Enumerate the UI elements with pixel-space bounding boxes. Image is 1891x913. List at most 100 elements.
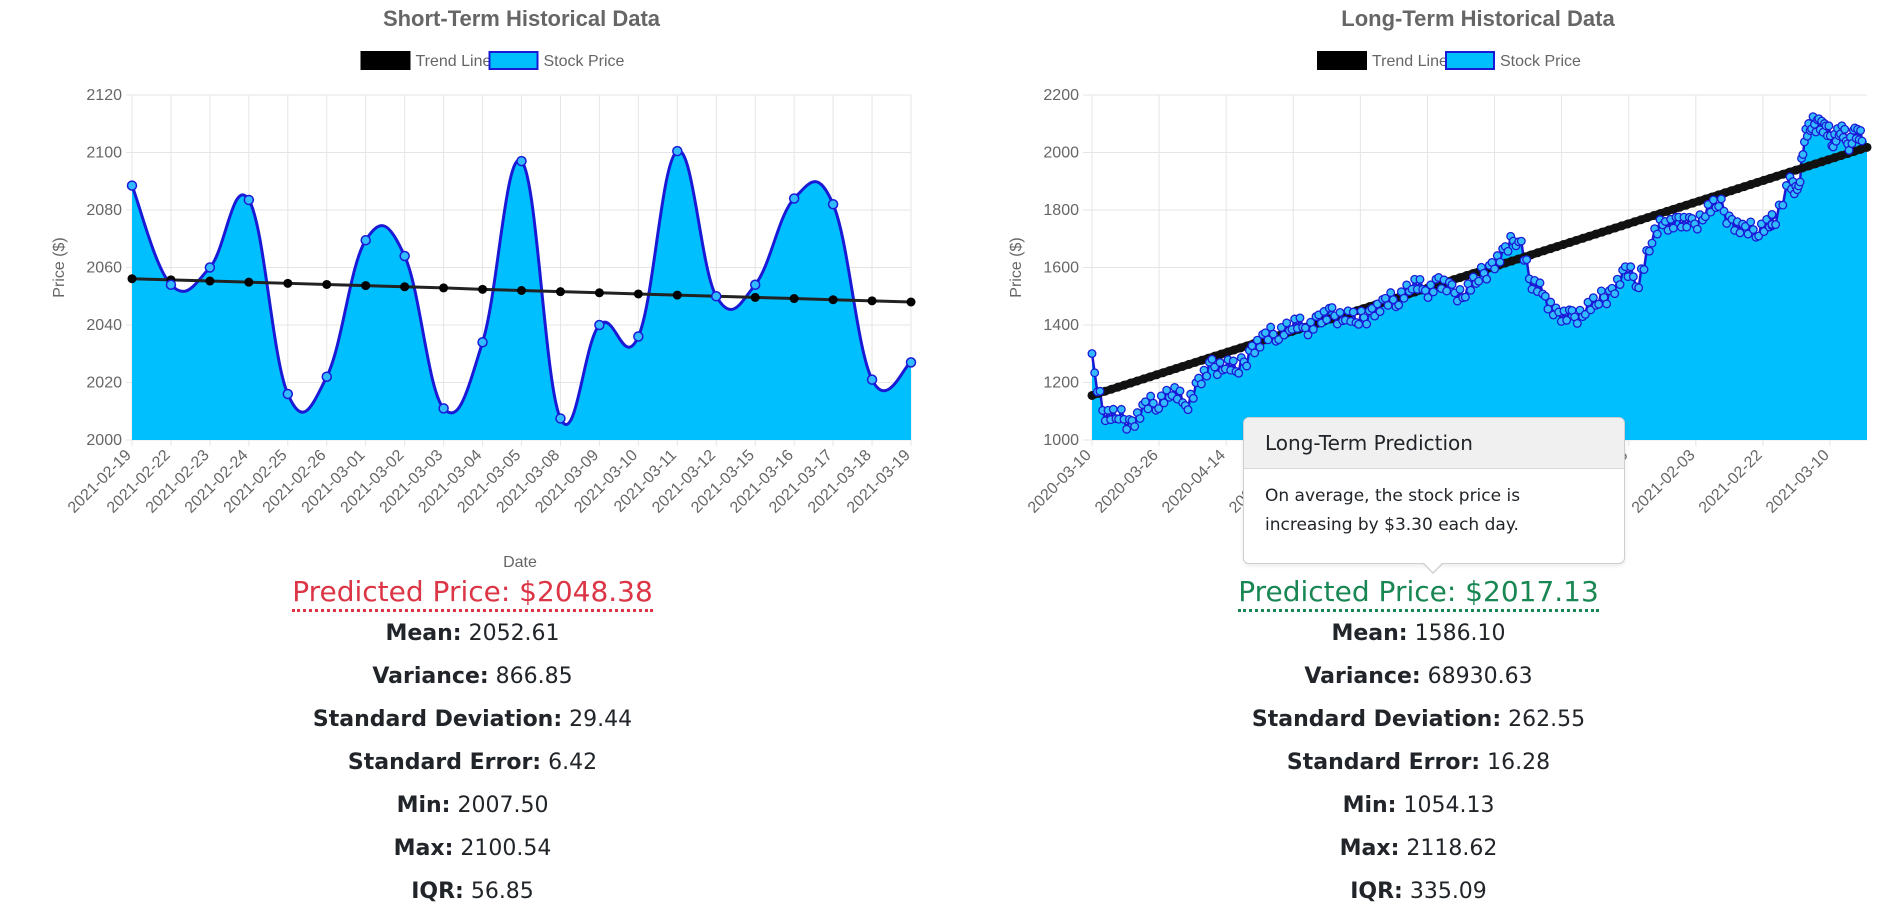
- long-price-point[interactable]: [1348, 307, 1358, 317]
- long-price-point[interactable]: [1746, 217, 1756, 227]
- short-price-point[interactable]: [243, 194, 255, 206]
- long-price-point[interactable]: [1250, 348, 1260, 358]
- short-trend-point[interactable]: [517, 286, 526, 295]
- long-price-point[interactable]: [1116, 404, 1126, 414]
- long-price-point[interactable]: [1423, 293, 1433, 303]
- short-trend-point[interactable]: [828, 295, 838, 305]
- long-price-point[interactable]: [1295, 313, 1305, 323]
- long-price-point[interactable]: [1455, 285, 1465, 294]
- long-price-point[interactable]: [1394, 300, 1404, 310]
- long-price-point[interactable]: [1771, 220, 1781, 229]
- short-trend-point[interactable]: [322, 279, 332, 289]
- long-price-point[interactable]: [1588, 293, 1598, 303]
- short-trend-point[interactable]: [867, 296, 877, 306]
- long-price-point[interactable]: [1795, 177, 1805, 187]
- short-price-point[interactable]: [516, 155, 527, 167]
- short-price-point[interactable]: [555, 413, 566, 424]
- long-price-point[interactable]: [1207, 354, 1217, 364]
- short-trend-point[interactable]: [361, 281, 371, 291]
- short-price-point[interactable]: [594, 319, 605, 331]
- long-price-point[interactable]: [1639, 265, 1649, 274]
- long-price-point[interactable]: [1602, 299, 1612, 309]
- long-price-point[interactable]: [1767, 209, 1777, 219]
- long-price-point[interactable]: [1154, 404, 1164, 413]
- long-price-point[interactable]: [1335, 308, 1345, 317]
- long-price-point[interactable]: [1188, 393, 1198, 403]
- long-price-point[interactable]: [1135, 414, 1145, 423]
- long-price-point[interactable]: [1460, 292, 1470, 302]
- long-price-point[interactable]: [1594, 299, 1604, 309]
- long-price-point[interactable]: [1255, 342, 1265, 352]
- long-price-point[interactable]: [1130, 422, 1140, 431]
- short-price-point[interactable]: [165, 279, 177, 290]
- short-price-point[interactable]: [204, 262, 216, 273]
- short-price-point[interactable]: [438, 403, 449, 414]
- long-price-point[interactable]: [1215, 358, 1225, 367]
- long-legend-price-label[interactable]: Stock Price: [1500, 53, 1581, 70]
- short-trend-point[interactable]: [555, 287, 565, 297]
- long-price-point[interactable]: [1778, 200, 1788, 210]
- long-price-point[interactable]: [1644, 246, 1654, 256]
- short-trend-point[interactable]: [906, 297, 916, 307]
- long-price-point[interactable]: [1322, 315, 1332, 325]
- short-price-point[interactable]: [749, 279, 761, 290]
- short-trend-point[interactable]: [633, 289, 643, 299]
- long-price-point[interactable]: [1628, 272, 1638, 282]
- long-price-point[interactable]: [1308, 324, 1318, 334]
- long-price-point[interactable]: [1572, 319, 1582, 328]
- long-price-point[interactable]: [1495, 257, 1505, 267]
- long-price-point[interactable]: [1857, 136, 1867, 146]
- long-price-point[interactable]: [1122, 424, 1132, 434]
- long-price-point[interactable]: [1824, 121, 1834, 131]
- long-price-point[interactable]: [1095, 386, 1105, 396]
- long-price-point[interactable]: [1610, 289, 1620, 299]
- long-price-point[interactable]: [1175, 386, 1185, 396]
- long-price-point[interactable]: [1490, 264, 1500, 274]
- long-price-point[interactable]: [1626, 262, 1636, 272]
- short-price-point[interactable]: [633, 331, 644, 342]
- short-term-predicted-price[interactable]: Predicted Price: $2048.38: [292, 575, 653, 612]
- short-legend-trend-label[interactable]: Trend Line: [416, 53, 492, 70]
- long-price-point[interactable]: [1535, 278, 1545, 288]
- long-price-point[interactable]: [1748, 225, 1758, 234]
- long-price-point[interactable]: [1735, 228, 1745, 238]
- short-trend-point[interactable]: [244, 277, 254, 287]
- long-price-point[interactable]: [1634, 283, 1644, 293]
- long-price-point[interactable]: [1202, 371, 1212, 381]
- long-price-point[interactable]: [1242, 361, 1252, 371]
- long-price-point[interactable]: [1466, 285, 1476, 295]
- short-trend-point[interactable]: [127, 274, 137, 284]
- short-price-point[interactable]: [788, 193, 800, 204]
- long-legend-price-swatch[interactable]: [1445, 51, 1495, 70]
- long-price-point[interactable]: [1798, 150, 1808, 159]
- long-price-point[interactable]: [1447, 280, 1457, 290]
- long-price-point[interactable]: [1303, 330, 1313, 340]
- long-price-point[interactable]: [1415, 274, 1425, 284]
- short-price-point[interactable]: [672, 145, 683, 157]
- short-price-point[interactable]: [866, 374, 878, 385]
- short-price-point[interactable]: [321, 371, 332, 382]
- short-price-point[interactable]: [126, 180, 138, 191]
- long-price-point[interactable]: [1090, 368, 1100, 378]
- short-trend-point[interactable]: [400, 282, 410, 292]
- long-price-point[interactable]: [1692, 224, 1702, 234]
- long-price-point[interactable]: [1682, 222, 1692, 232]
- short-price-point[interactable]: [905, 357, 917, 368]
- long-price-point[interactable]: [1399, 293, 1409, 303]
- long-price-point[interactable]: [1327, 303, 1337, 313]
- short-trend-point[interactable]: [672, 290, 682, 300]
- long-price-point[interactable]: [1840, 124, 1850, 134]
- long-price-point[interactable]: [1540, 291, 1550, 301]
- short-trend-point[interactable]: [789, 294, 799, 304]
- long-trend-point[interactable]: [1862, 142, 1872, 152]
- long-price-point[interactable]: [1362, 319, 1372, 329]
- long-price-point[interactable]: [1234, 368, 1244, 378]
- long-price-point[interactable]: [1108, 404, 1118, 414]
- short-price-point[interactable]: [827, 199, 839, 210]
- short-price-point[interactable]: [399, 250, 410, 262]
- long-price-point[interactable]: [1516, 236, 1526, 246]
- long-price-point[interactable]: [1856, 126, 1866, 135]
- long-price-point[interactable]: [1503, 246, 1513, 256]
- long-price-point[interactable]: [1442, 286, 1452, 296]
- long-price-point[interactable]: [1282, 318, 1292, 328]
